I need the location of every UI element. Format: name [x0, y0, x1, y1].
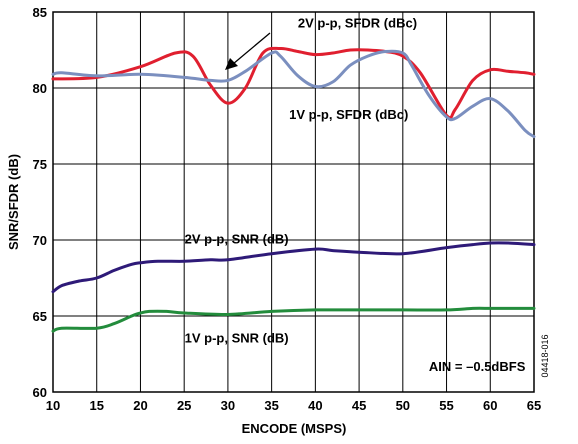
x-axis-title: ENCODE (MSPS)	[242, 421, 347, 436]
annotation-arrow-line	[232, 32, 271, 65]
y-tick-label: 85	[33, 5, 47, 20]
x-tick-label: 10	[46, 398, 60, 413]
series-line-1v-p-p-snr-db	[51, 306, 536, 333]
y-tick-label: 60	[33, 385, 47, 400]
grid-lines	[53, 12, 534, 392]
x-tick-label: 25	[177, 398, 191, 413]
x-tick-label: 55	[439, 398, 453, 413]
x-tick-label: 30	[221, 398, 235, 413]
figure-id: 04418-016	[540, 334, 550, 377]
x-tick-label: 60	[483, 398, 497, 413]
x-tick-label: 35	[264, 398, 278, 413]
x-tick-label: 65	[527, 398, 541, 413]
y-tick-label: 75	[33, 157, 47, 172]
annotation-label-2v-snr: 2V p-p, SNR (dB)	[185, 231, 289, 246]
annotation-label-1v-sfdr: 1V p-p, SFDR (dBc)	[289, 107, 408, 122]
y-tick-label: 80	[33, 81, 47, 96]
series-line-1v-p-p-sfdr-dbc	[51, 49, 536, 139]
x-tick-label: 50	[396, 398, 410, 413]
annotation-label-2v-sfdr: 2V p-p, SFDR (dBc)	[298, 16, 417, 31]
x-tick-label: 15	[89, 398, 103, 413]
annotation-arrow-head	[225, 58, 238, 70]
y-tick-labels: 60 65 70 75 80 85	[33, 5, 47, 400]
x-tick-label: 45	[352, 398, 366, 413]
x-tick-label: 40	[308, 398, 322, 413]
y-axis-title: SNR/SFDR (dB)	[6, 154, 21, 250]
plot-frame	[52, 11, 535, 393]
y-tick-label: 70	[33, 233, 47, 248]
x-tick-label: 20	[133, 398, 147, 413]
series-line-2v-p-p-sfdr-dbc	[51, 46, 536, 120]
y-tick-label: 65	[33, 309, 47, 324]
series-layer	[51, 46, 536, 333]
annotation-label-1v-snr: 1V p-p, SNR (dB)	[185, 330, 289, 345]
series-line-2v-p-p-snr-db	[51, 241, 536, 294]
x-tick-labels: 10 15 20 25 30 35 40 45 50 55 60 65	[46, 398, 541, 413]
annotation-ain-level: AIN = –0.5dBFS	[429, 359, 526, 374]
